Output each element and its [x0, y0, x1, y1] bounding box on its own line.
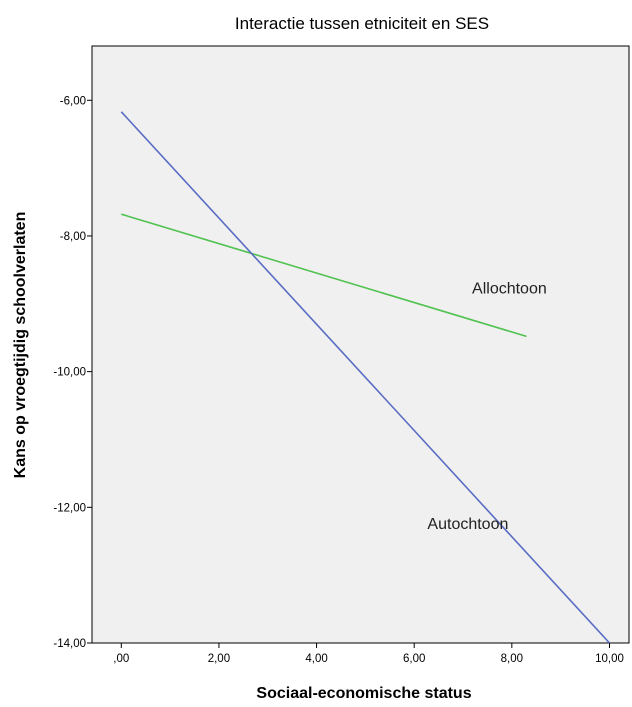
series-label-allochtoon: Allochtoon — [472, 281, 547, 298]
x-axis-label: Sociaal-economische status — [256, 685, 471, 702]
y-tick-label: -12,00 — [53, 502, 86, 514]
y-axis-label: Kans op vroegtijdig schoolverlaten — [12, 212, 29, 479]
x-axis: ,00 2,00 4,00 6,00 8,00 10,00 — [113, 643, 624, 665]
x-tick-label: 6,00 — [403, 653, 425, 665]
x-tick-label: 10,00 — [595, 653, 624, 665]
y-axis: -6,00 -8,00 -10,00 -12,00 -14,00 — [53, 95, 92, 650]
chart-title: Interactie tussen etniciteit en SES — [235, 14, 489, 33]
y-tick-label: -8,00 — [60, 231, 86, 243]
x-tick-label: 4,00 — [305, 653, 327, 665]
y-tick-label: -6,00 — [60, 95, 86, 107]
x-tick-label: 8,00 — [501, 653, 523, 665]
y-tick-label: -10,00 — [53, 367, 86, 379]
series-label-autochtoon: Autochtoon — [427, 516, 508, 533]
x-tick-label: 2,00 — [208, 653, 230, 665]
x-tick-label: ,00 — [113, 653, 129, 665]
plot-area — [92, 46, 629, 643]
y-tick-label: -14,00 — [53, 638, 86, 650]
